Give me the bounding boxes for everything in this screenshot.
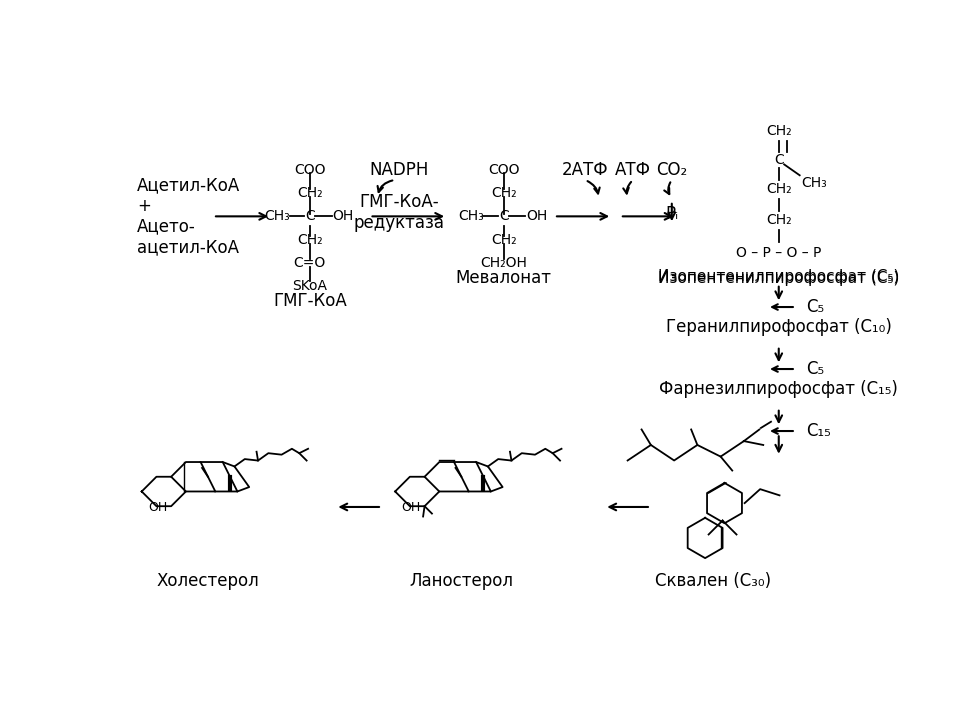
Text: CH₂: CH₂ <box>297 186 323 200</box>
Text: Pᵢ: Pᵢ <box>665 205 679 223</box>
Text: Ланостерол: Ланостерол <box>409 572 513 590</box>
Text: CH₂: CH₂ <box>766 213 792 228</box>
Text: C: C <box>499 210 509 223</box>
Text: Холестерол: Холестерол <box>156 572 259 590</box>
Text: С₁₅: С₁₅ <box>805 422 830 440</box>
Text: Сквален (С₃₀): Сквален (С₃₀) <box>655 572 771 590</box>
Text: OH: OH <box>401 501 420 514</box>
Text: ГМГ-КоА: ГМГ-КоА <box>273 292 347 310</box>
Text: OH: OH <box>526 210 547 223</box>
Text: C=O: C=O <box>294 256 326 270</box>
Text: Фарнезилпирофосфат (С₁₅): Фарнезилпирофосфат (С₁₅) <box>660 380 899 398</box>
Text: CH₃: CH₃ <box>264 210 290 223</box>
Text: CH₃: CH₃ <box>458 210 484 223</box>
Text: АТФ: АТФ <box>615 161 651 179</box>
Text: O – P – O – P: O – P – O – P <box>736 246 822 260</box>
Text: Геранилпирофосфат (С₁₀): Геранилпирофосфат (С₁₀) <box>666 318 892 336</box>
Text: CH₂: CH₂ <box>491 233 516 246</box>
Text: OH: OH <box>332 210 354 223</box>
Text: Изопентенилпирофосфат (С₅): Изопентенилпирофосфат (С₅) <box>658 271 900 286</box>
Text: С₅: С₅ <box>805 298 824 316</box>
Text: CH₂: CH₂ <box>491 186 516 200</box>
Text: CH₃: CH₃ <box>801 176 827 190</box>
Text: CO₂: CO₂ <box>657 161 687 179</box>
Text: CH₂OH: CH₂OH <box>480 256 527 270</box>
Text: CH₂: CH₂ <box>766 124 792 138</box>
Text: 2АТФ: 2АТФ <box>562 161 609 179</box>
Text: Мевалонат: Мевалонат <box>456 269 552 287</box>
Text: OH: OH <box>148 501 167 514</box>
Text: COO: COO <box>294 163 325 177</box>
Text: NADPH: NADPH <box>370 161 429 179</box>
Text: ГМГ-КоА-
редуктаза: ГМГ-КоА- редуктаза <box>353 193 444 232</box>
Text: Ацетил-КоА
+
Ацето-
ацетил-КоА: Ацетил-КоА + Ацето- ацетил-КоА <box>137 176 240 256</box>
Text: С₅: С₅ <box>805 360 824 378</box>
Text: C: C <box>774 153 783 167</box>
Text: CH₂: CH₂ <box>297 233 323 246</box>
Text: C: C <box>305 210 315 223</box>
Text: CH₂: CH₂ <box>766 182 792 197</box>
Text: COO: COO <box>488 163 519 177</box>
Text: SKoA: SKoA <box>293 279 327 293</box>
Text: Изопентенилпирофосфат (С₅): Изопентенилпирофосфат (С₅) <box>658 269 900 284</box>
